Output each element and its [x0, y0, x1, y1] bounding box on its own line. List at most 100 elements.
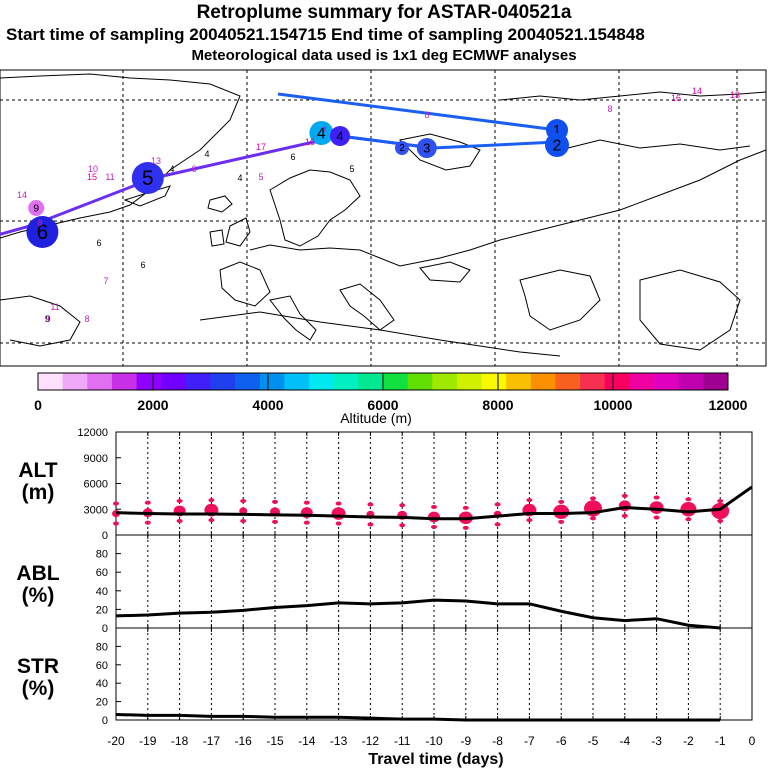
alt-bubble-upper-4 [240, 498, 247, 503]
xtick-label-16: -4 [619, 734, 630, 748]
panel-ylabel-abl-1: (%) [22, 584, 55, 607]
colorbar-swatch-23 [604, 373, 630, 390]
alt-bubble-14 [553, 504, 570, 520]
xtick-label-17: -3 [651, 734, 662, 748]
alt-bubble-upper-8 [367, 502, 374, 507]
colorbar-tick-label-4: 8000 [482, 397, 513, 413]
xtick-label-14: -6 [556, 734, 567, 748]
alt-bubble-lower-7 [335, 521, 342, 526]
colorbar-swatch-3 [111, 373, 138, 390]
alt-bubble-upper-19 [717, 498, 724, 503]
alt-bubble-lower-4 [240, 518, 247, 523]
cluster-label-4: 13 [730, 90, 740, 100]
cluster-label-26: 8 [37, 218, 42, 228]
colorbar-swatch-13 [358, 373, 384, 390]
xtick-label-10: -10 [425, 734, 443, 748]
cluster-label-17: 5 [258, 172, 263, 182]
colorbar-swatch-17 [456, 373, 483, 390]
ytick-label-str-4: 80 [96, 641, 108, 653]
plume-circle-1 [545, 133, 569, 157]
panel-ylabel-alt-1: (m) [22, 481, 55, 504]
colorbar-swatch-6 [185, 373, 211, 390]
colorbar-swatch-25 [654, 373, 680, 390]
xtick-label-7: -13 [330, 734, 348, 748]
colorbar-swatch-0 [38, 373, 64, 390]
colorbar-swatch-8 [235, 373, 261, 390]
colorbar-tick-label-3: 6000 [367, 397, 398, 413]
xtick-label-12: -8 [492, 734, 503, 748]
xtick-label-18: -2 [683, 734, 694, 748]
ytick-label-alt-2: 6000 [84, 479, 108, 491]
alt-bubble-upper-18 [685, 497, 692, 502]
alt-bubble-upper-1 [144, 500, 151, 505]
ytick-label-alt-3: 9000 [84, 453, 108, 465]
plume-label-5: 4 [336, 129, 343, 144]
cluster-label-14: 4 [204, 149, 209, 159]
panel-ylabel-alt-0: ALT [18, 459, 57, 482]
panel-ylabel-str-1: (%) [22, 677, 55, 700]
alt-bubble-lower-8 [367, 522, 374, 527]
map-frame [0, 69, 767, 367]
cluster-label-9: 17 [256, 142, 266, 152]
alt-bubble-lower-17 [653, 515, 660, 520]
colorbar-swatch-27 [703, 373, 729, 390]
colorbar-swatch-19 [506, 373, 532, 390]
plume-label-1: 2 [553, 137, 562, 154]
alt-bubble-lower-6 [303, 520, 310, 525]
alt-bubble-10 [428, 511, 440, 523]
colorbar-swatch-12 [333, 373, 359, 390]
time-series-panels: 030006000900012000ALT(m)020406080ABL(%)0… [16, 427, 755, 748]
ytick-label-abl-4: 80 [96, 549, 108, 561]
panel-ylabel-str-0: STR [17, 655, 59, 678]
ytick-label-str-0: 0 [102, 715, 108, 727]
x-axis-title: Travel time (days) [368, 751, 503, 768]
alt-bubble-18 [680, 502, 697, 517]
xtick-label-1: -19 [139, 734, 157, 748]
xtick-label-8: -12 [362, 734, 380, 748]
alt-bubble-upper-16 [621, 493, 628, 498]
panel-ylabel-abl-0: ABL [16, 562, 59, 585]
colorbar-swatch-2 [87, 373, 113, 390]
colorbar-swatch-20 [530, 373, 556, 390]
colorbar-swatch-16 [432, 373, 458, 390]
alt-bubble-lower-15 [590, 516, 596, 521]
colorbar-tick-label-5: 10000 [594, 397, 633, 413]
ytick-label-str-3: 60 [96, 660, 108, 672]
cluster-label-23: 7 [103, 276, 108, 286]
cluster-label-5: 7 [321, 126, 326, 136]
alt-bubble-upper-9 [399, 503, 406, 508]
ytick-label-str-2: 40 [96, 678, 108, 690]
plume-label-6: 5 [142, 167, 154, 190]
cluster-label-19: 4 [169, 164, 174, 174]
alt-bubble-lower-2 [176, 518, 183, 523]
ytick-label-abl-2: 40 [96, 586, 108, 598]
plume-markers: 123244567910 [26, 119, 569, 248]
colorbar-swatch-22 [580, 373, 606, 390]
alt-bubble-lower-5 [272, 519, 278, 524]
ytick-label-abl-1: 20 [96, 604, 108, 616]
alt-bubble-lower-11 [462, 525, 469, 530]
xtick-label-0: -20 [107, 734, 125, 748]
cluster-label-12: 15 [87, 172, 97, 182]
cluster-label-16: 6 [191, 164, 196, 174]
xtick-label-11: -9 [460, 734, 471, 748]
cluster-label-18: 5 [349, 164, 354, 174]
colorbar-swatch-9 [259, 373, 285, 390]
ytick-label-abl-0: 0 [102, 623, 108, 635]
alt-bubble-lower-12 [494, 522, 501, 527]
colorbar-tick-label-6: 12000 [709, 397, 748, 413]
colorbar-swatch-1 [62, 373, 88, 390]
alt-bubble-upper-15 [590, 496, 596, 501]
alt-bubble-upper-13 [526, 498, 533, 503]
alt-bubble-upper-14 [558, 499, 565, 504]
alt-bubble-lower-19 [717, 518, 724, 523]
alt-bubble-upper-2 [176, 498, 183, 503]
cluster-label-8: 6 [290, 152, 295, 162]
chart-title: Retroplume summary for ASTAR-040521a [196, 2, 572, 23]
series-line-abl [115, 598, 721, 630]
colorbar-swatch-18 [481, 373, 507, 390]
plume-label-4: 4 [317, 125, 326, 142]
ytick-label-alt-0: 0 [102, 530, 108, 542]
